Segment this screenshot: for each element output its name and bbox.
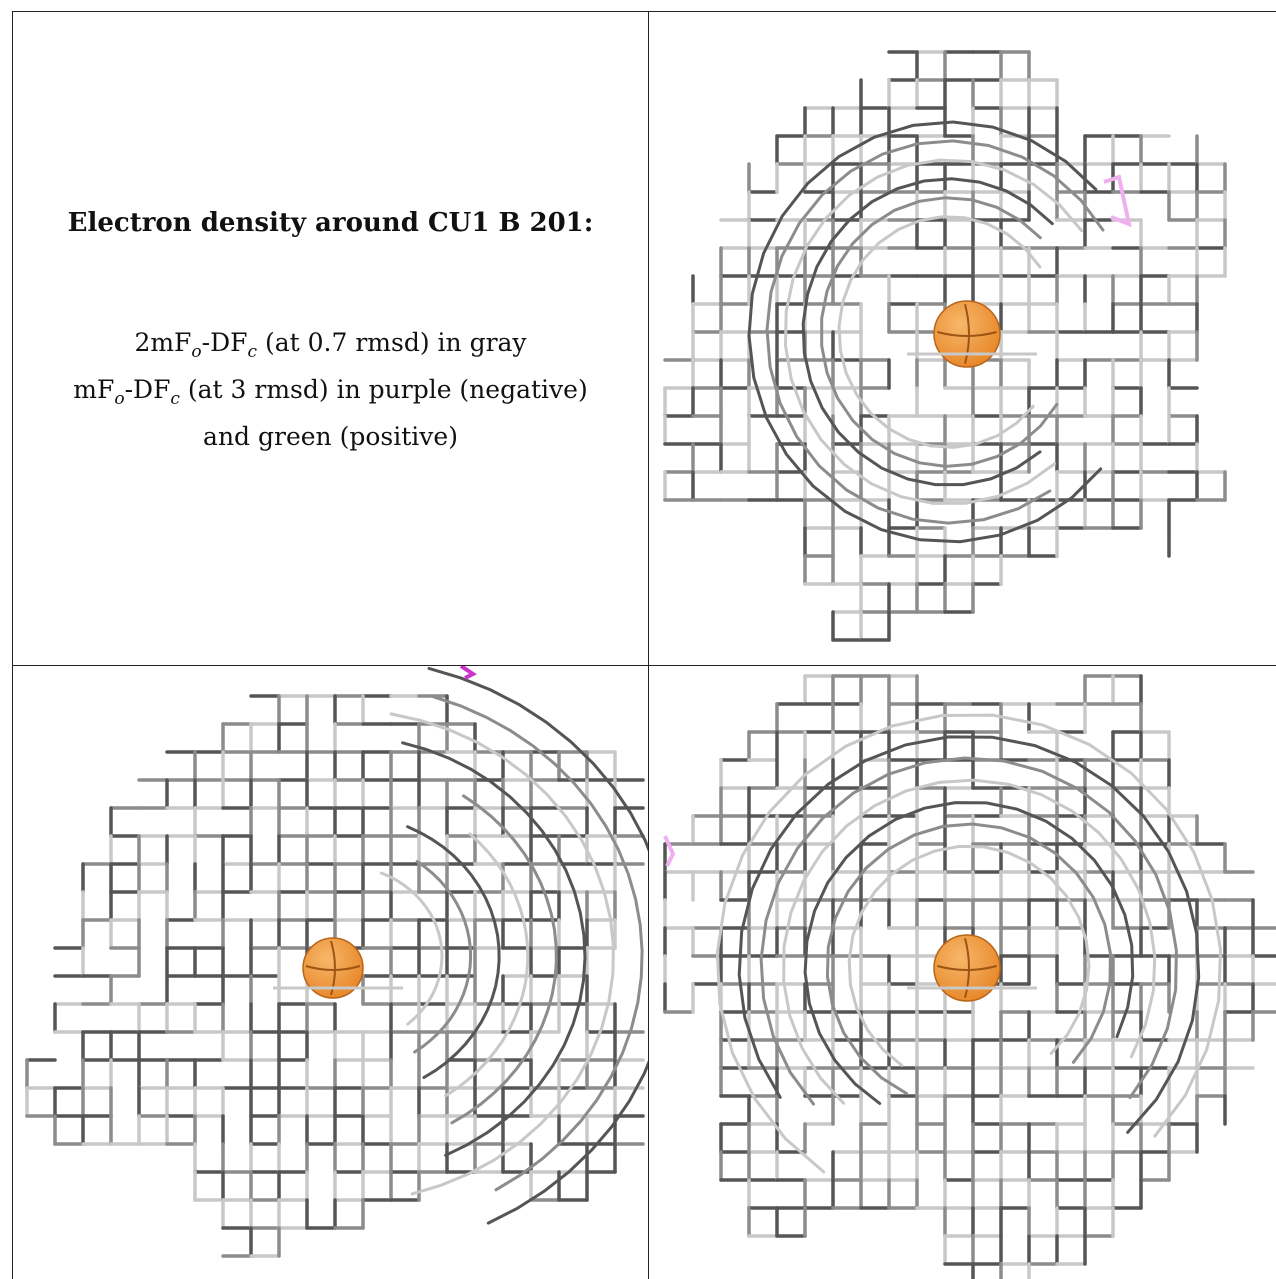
copper-atom	[302, 937, 364, 999]
density-mesh	[663, 674, 1276, 1279]
density-view-3-canvas	[663, 674, 1276, 1279]
negative-density-contour	[663, 835, 676, 867]
density-mesh	[663, 50, 1227, 642]
copper-atom	[933, 300, 1001, 368]
density-view-1-canvas	[663, 50, 1227, 642]
caption-description: 2mFo-DFc (at 0.7 rmsd) in gray mFo-DFc (…	[13, 324, 648, 456]
caption-line-2: mFo-DFc (at 3 rmsd) in purple (negative)	[73, 375, 588, 409]
density-view-3	[649, 666, 1276, 1279]
negative-density-contour	[1103, 174, 1132, 228]
copper-atom	[933, 934, 1001, 1002]
negative-density-contour	[459, 666, 477, 680]
density-view-2-canvas	[25, 666, 648, 1258]
vertical-divider	[648, 11, 649, 1279]
density-view-2	[13, 666, 648, 1279]
caption-cell: Electron density around CU1 B 201: 2mFo-…	[13, 12, 648, 665]
density-mesh	[25, 666, 648, 1258]
caption-line-1: 2mFo-DFc (at 0.7 rmsd) in gray	[134, 328, 527, 362]
horizontal-divider	[12, 665, 1276, 666]
density-view-1	[649, 12, 1276, 665]
figure-grid	[12, 11, 1276, 1279]
caption-line-3: and green (positive)	[203, 422, 458, 451]
caption-title: Electron density around CU1 B 201:	[67, 208, 594, 238]
